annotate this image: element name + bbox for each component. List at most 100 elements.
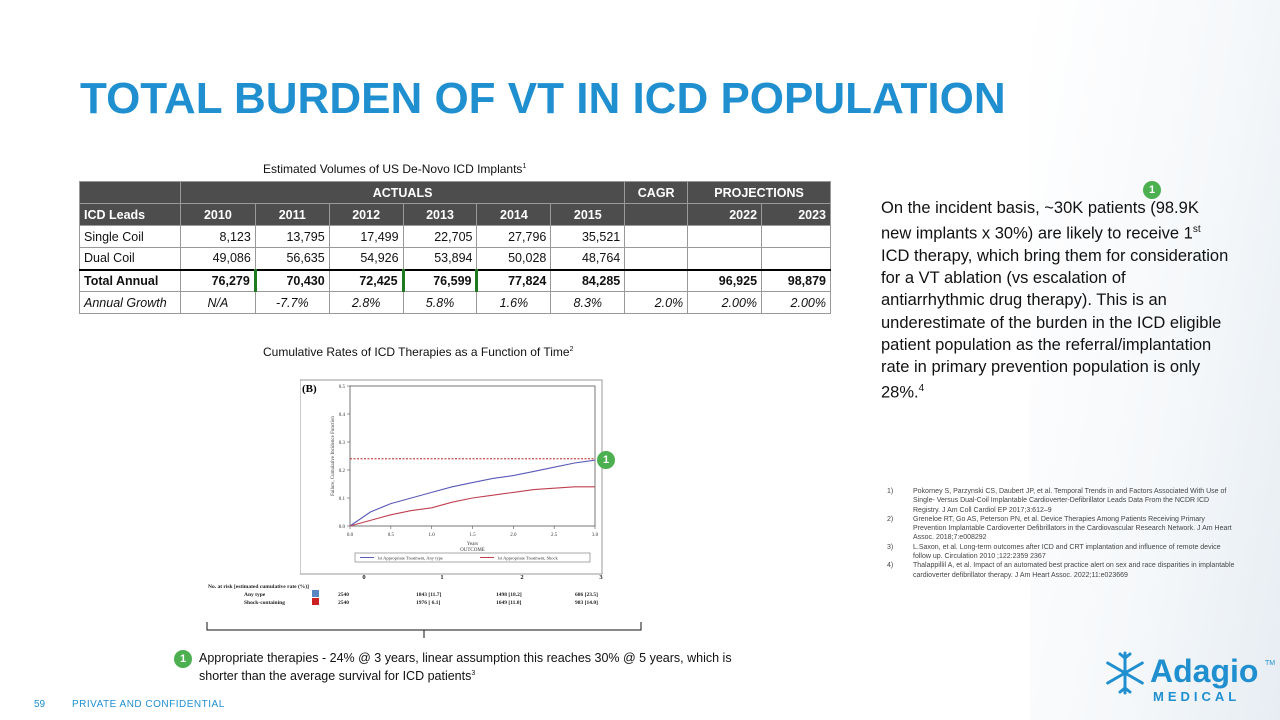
row-label: Dual Coil bbox=[79, 247, 181, 270]
header-year: 2010 bbox=[179, 203, 256, 226]
risk-cell: 1649 [11.0] bbox=[496, 600, 522, 606]
risk-cell: 686 [23.5] bbox=[575, 592, 598, 598]
reference-item: 4) Thalappillil A, et al. Impact of an au… bbox=[887, 562, 1235, 579]
y-tick-label: 0.1 bbox=[339, 497, 346, 502]
references-list: 1) Pokorney S, Parzynski CS, Daubert JP, … bbox=[887, 487, 1235, 580]
x-tick-label: 1.0 bbox=[429, 533, 436, 538]
table-cell bbox=[761, 225, 831, 248]
logo-wordmark: Adagio bbox=[1150, 653, 1259, 689]
legend-label: 1st Appropriate Treatment, Shock bbox=[497, 556, 558, 562]
table-cell bbox=[624, 268, 689, 292]
appropriate-therapies-note: Appropriate therapies - 24% @ 3 years, l… bbox=[199, 651, 732, 684]
header-projections: PROJECTIONS bbox=[687, 181, 831, 204]
logo-trademark: TM bbox=[1265, 660, 1276, 667]
table-header-blank bbox=[79, 181, 181, 204]
header-year: 2014 bbox=[476, 203, 552, 226]
legend-title: OUTCOME bbox=[460, 548, 485, 553]
table-cell: 13,795 bbox=[254, 225, 330, 248]
y-tick-label: 0.0 bbox=[339, 525, 346, 530]
chart-caption: Cumulative Rates of ICD Therapies as a F… bbox=[263, 345, 574, 359]
table-cell bbox=[687, 225, 763, 248]
risk-table: 0 1 2 3 No. at risk [estimated cumulative ra… bbox=[208, 574, 603, 606]
confidential-label: PRIVATE AND CONFIDENTIAL bbox=[72, 699, 225, 710]
risk-cell: 2540 bbox=[338, 592, 349, 598]
table-cell: 22,705 bbox=[402, 225, 478, 248]
bracket bbox=[206, 622, 642, 638]
table-cell: 49,086 bbox=[179, 247, 256, 270]
cumulative-incidence-chart: (B) 0.0 0.1 0.2 0.3 0.4 0.5 0.0 0.5 1.0 1.5 2.0 2.5 3… bbox=[300, 379, 603, 575]
header-year: 2011 bbox=[254, 203, 330, 226]
page-number: 59 bbox=[34, 699, 46, 710]
table-cell bbox=[687, 247, 763, 270]
risk-x-tick: 2 bbox=[520, 574, 523, 581]
risk-x-tick: 0 bbox=[362, 574, 365, 581]
table-cell: -7.7% bbox=[254, 291, 330, 314]
reference-item: 2) Greneloe RT, Go AS, Peterson PN, et al… bbox=[887, 515, 1232, 542]
series-line bbox=[349, 486, 595, 527]
table-cell: 53,894 bbox=[402, 247, 478, 270]
risk-x-tick: 1 bbox=[440, 574, 443, 581]
row-label: Total Annual bbox=[79, 268, 181, 292]
x-axis-label: Years bbox=[467, 542, 478, 547]
risk-row-swatch bbox=[312, 598, 319, 605]
table-cell: 72,425 bbox=[328, 268, 404, 292]
table-cell bbox=[624, 225, 689, 248]
table-cell: N/A bbox=[179, 291, 256, 314]
incident-basis-text: On the incident basis, ~30K patients (98… bbox=[881, 199, 1229, 402]
table-cell: 8,123 bbox=[179, 225, 256, 248]
header-year: 2012 bbox=[328, 203, 404, 226]
page-title: TOTAL BURDEN OF VT IN ICD POPULATION bbox=[80, 74, 1006, 123]
chart-frame bbox=[300, 379, 603, 575]
table-cell: 77,824 bbox=[475, 268, 552, 292]
panel-label: (B) bbox=[302, 383, 317, 395]
y-tick-label: 0.4 bbox=[339, 413, 346, 418]
header-year: 2022 bbox=[687, 203, 763, 226]
table-cell: 76,279 bbox=[179, 268, 256, 292]
table-cell: 54,926 bbox=[328, 247, 404, 270]
logo-subtitle: MEDICAL bbox=[1153, 689, 1241, 704]
risk-cell: 2540 bbox=[338, 600, 349, 606]
callout-badge: 1 bbox=[174, 650, 192, 668]
table-cell bbox=[761, 247, 831, 270]
y-tick-label: 0.3 bbox=[339, 441, 346, 446]
reference-item: 3) L.Saxon, et al. Long-term outcomes aft… bbox=[887, 543, 1221, 561]
x-tick-label: 1.5 bbox=[469, 533, 476, 538]
risk-cell: 1976 [ 6.1] bbox=[416, 600, 440, 606]
snowflake-logo-icon bbox=[1106, 651, 1144, 695]
risk-row-label: Any type bbox=[244, 592, 266, 598]
risk-row-swatch bbox=[312, 590, 319, 597]
callout-badge: 1 bbox=[1143, 181, 1161, 199]
reference-item: 1) Pokorney S, Parzynski CS, Daubert JP, … bbox=[887, 488, 1227, 514]
legend-label: 1st Appropriate Treatment, Any type bbox=[377, 556, 443, 562]
risk-x-tick: 3 bbox=[599, 574, 603, 581]
legend-box bbox=[354, 552, 591, 563]
y-axis-label: Failure, Cumulative Incidence Function bbox=[331, 416, 336, 496]
risk-cell: 1498 [18.2] bbox=[496, 592, 522, 598]
x-tick-label: 3.0 bbox=[592, 533, 599, 538]
risk-row-label: Shock-containing bbox=[244, 600, 285, 606]
y-tick-label: 0.5 bbox=[339, 385, 346, 390]
table-cell: 96,925 bbox=[687, 268, 763, 292]
header-year: 2015 bbox=[550, 203, 626, 226]
callout-badge: 1 bbox=[597, 451, 615, 469]
table-cell: 2.8% bbox=[328, 291, 404, 314]
risk-cell: 983 [14.0] bbox=[575, 600, 598, 606]
header-year: 2023 bbox=[761, 203, 831, 226]
table-cell: 17,499 bbox=[328, 225, 404, 248]
row-label: Single Coil bbox=[79, 225, 181, 248]
table-row-total: Total Annual 76,279 70,430 72,425 76,599… bbox=[79, 268, 831, 292]
table-cell: 5.8% bbox=[402, 291, 478, 314]
x-tick-label: 0.5 bbox=[388, 533, 395, 538]
risk-header: No. at risk [estimated cumulative rate (… bbox=[208, 583, 309, 590]
x-tick-label: 2.5 bbox=[551, 533, 558, 538]
table-cell: 76,599 bbox=[401, 268, 478, 292]
table-cell bbox=[624, 247, 689, 270]
x-tick-label: 2.0 bbox=[510, 533, 517, 538]
table-cell: 98,879 bbox=[761, 268, 831, 292]
table-cell: 2.0% bbox=[624, 291, 689, 314]
icd-implants-table: ACTUALS CAGR PROJECTIONS ICD Leads 2010 … bbox=[79, 181, 831, 314]
header-icd-leads: ICD Leads bbox=[79, 203, 181, 226]
table-row: Dual Coil 49,086 56,635 54,926 53,894 50… bbox=[79, 247, 831, 270]
series-line bbox=[349, 459, 596, 527]
table-cell: 27,796 bbox=[476, 225, 552, 248]
